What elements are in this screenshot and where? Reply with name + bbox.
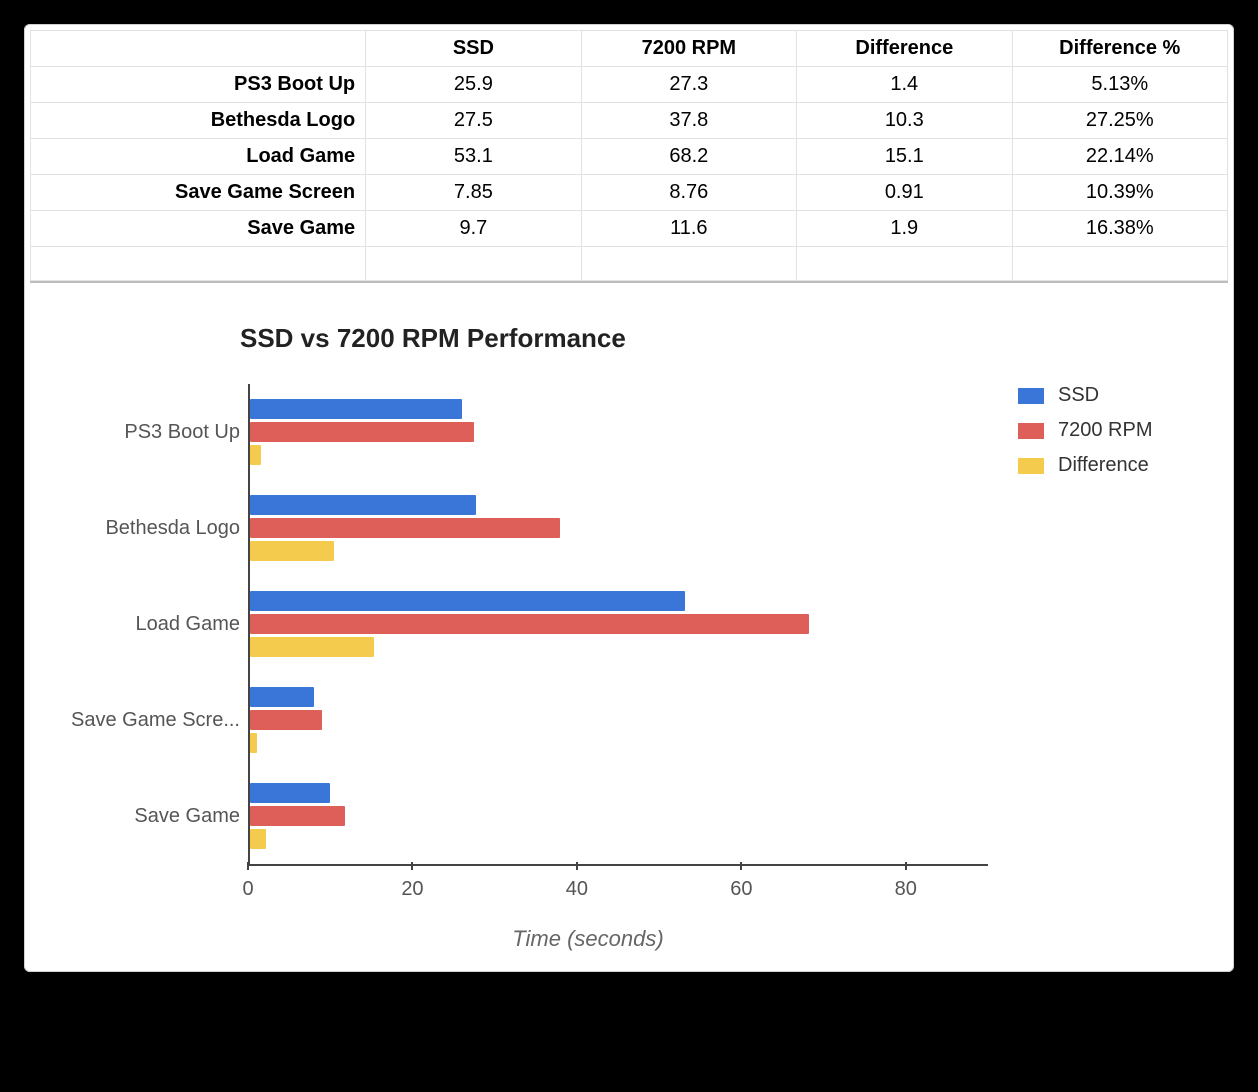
table-row-blank — [31, 247, 1228, 281]
panel: SSD 7200 RPM Difference Difference % PS3… — [24, 24, 1234, 972]
chart-legend-swatch — [1018, 388, 1044, 404]
cell: 68.2 — [581, 139, 796, 175]
chart-x-tick-mark — [247, 862, 249, 870]
chart-legend-label: Difference — [1058, 454, 1149, 477]
cell: 10.39% — [1012, 175, 1227, 211]
chart-x-ticks: 020406080 — [248, 872, 988, 902]
chart-bar-group — [250, 672, 988, 768]
cell — [1012, 247, 1227, 281]
cell — [366, 247, 581, 281]
chart-x-tick-label: 0 — [242, 878, 253, 901]
chart-bar — [250, 687, 314, 707]
chart-category-label: PS3 Boot Up — [40, 384, 240, 480]
chart-bar-group — [250, 576, 988, 672]
chart-bar — [250, 733, 257, 753]
chart-category-labels: PS3 Boot UpBethesda LogoLoad GameSave Ga… — [40, 384, 248, 864]
performance-table: SSD 7200 RPM Difference Difference % PS3… — [30, 30, 1228, 281]
chart-category-label: Save Game Scre... — [40, 672, 240, 768]
row-label — [31, 247, 366, 281]
chart-bar — [250, 806, 345, 826]
chart-plot: 020406080 Time (seconds) — [248, 384, 988, 952]
chart-legend-item: Difference — [1018, 454, 1218, 477]
chart-x-tick-label: 60 — [730, 878, 752, 901]
cell: 27.3 — [581, 67, 796, 103]
chart-x-tick-mark — [576, 862, 578, 870]
cell — [581, 247, 796, 281]
cell: 8.76 — [581, 175, 796, 211]
table-header: SSD — [366, 31, 581, 67]
cell: 22.14% — [1012, 139, 1227, 175]
chart-bar — [250, 445, 261, 465]
cell: 37.8 — [581, 103, 796, 139]
chart-legend-item: 7200 RPM — [1018, 419, 1218, 442]
chart-x-tick-label: 20 — [401, 878, 423, 901]
chart-legend-label: 7200 RPM — [1058, 419, 1153, 442]
cell: 10.3 — [797, 103, 1012, 139]
row-label: PS3 Boot Up — [31, 67, 366, 103]
cell: 1.4 — [797, 67, 1012, 103]
chart-body: PS3 Boot UpBethesda LogoLoad GameSave Ga… — [40, 384, 1218, 952]
chart-category-label: Load Game — [40, 576, 240, 672]
cell: 7.85 — [366, 175, 581, 211]
cell: 0.91 — [797, 175, 1012, 211]
chart-x-tick-label: 40 — [566, 878, 588, 901]
table-row: PS3 Boot Up 25.9 27.3 1.4 5.13% — [31, 67, 1228, 103]
cell: 27.25% — [1012, 103, 1227, 139]
chart-bar-group — [250, 384, 988, 480]
chart-x-tick-mark — [740, 862, 742, 870]
row-label: Bethesda Logo — [31, 103, 366, 139]
chart-bar-group — [250, 480, 988, 576]
chart-bar — [250, 637, 374, 657]
table-row: Save Game Screen 7.85 8.76 0.91 10.39% — [31, 175, 1228, 211]
chart-bar — [250, 591, 685, 611]
chart-bar — [250, 518, 560, 538]
chart-x-tick-label: 80 — [895, 878, 917, 901]
table-row: Save Game 9.7 11.6 1.9 16.38% — [31, 211, 1228, 247]
row-label: Save Game — [31, 211, 366, 247]
chart-bar-group — [250, 768, 988, 864]
chart-x-tick-mark — [905, 862, 907, 870]
chart-bar — [250, 829, 266, 849]
row-label: Save Game Screen — [31, 175, 366, 211]
chart-bar — [250, 495, 476, 515]
chart-bar — [250, 783, 330, 803]
cell: 15.1 — [797, 139, 1012, 175]
row-label: Load Game — [31, 139, 366, 175]
chart-bar — [250, 541, 334, 561]
chart-legend-item: SSD — [1018, 384, 1218, 407]
cell: 16.38% — [1012, 211, 1227, 247]
cell: 27.5 — [366, 103, 581, 139]
chart-bar — [250, 399, 462, 419]
table-header-row: SSD 7200 RPM Difference Difference % — [31, 31, 1228, 67]
chart-x-label: Time (seconds) — [188, 926, 988, 952]
table-header-blank — [31, 31, 366, 67]
chart-plot-area — [248, 384, 988, 866]
chart-category-label: Bethesda Logo — [40, 480, 240, 576]
table-header: Difference — [797, 31, 1012, 67]
table-row: Bethesda Logo 27.5 37.8 10.3 27.25% — [31, 103, 1228, 139]
chart: SSD vs 7200 RPM Performance PS3 Boot UpB… — [30, 281, 1228, 962]
chart-x-tick-mark — [411, 862, 413, 870]
cell: 5.13% — [1012, 67, 1227, 103]
chart-legend-label: SSD — [1058, 384, 1099, 407]
cell: 53.1 — [366, 139, 581, 175]
cell: 11.6 — [581, 211, 796, 247]
table-header: Difference % — [1012, 31, 1227, 67]
chart-bar — [250, 614, 809, 634]
chart-title: SSD vs 7200 RPM Performance — [40, 323, 1218, 354]
table-row: Load Game 53.1 68.2 15.1 22.14% — [31, 139, 1228, 175]
chart-bar — [250, 422, 474, 442]
cell: 9.7 — [366, 211, 581, 247]
chart-legend-swatch — [1018, 423, 1044, 439]
chart-category-label: Save Game — [40, 768, 240, 864]
cell — [797, 247, 1012, 281]
chart-bar — [250, 710, 322, 730]
cell: 1.9 — [797, 211, 1012, 247]
chart-legend: SSD 7200 RPM Difference — [988, 384, 1218, 489]
cell: 25.9 — [366, 67, 581, 103]
chart-legend-swatch — [1018, 458, 1044, 474]
table-header: 7200 RPM — [581, 31, 796, 67]
